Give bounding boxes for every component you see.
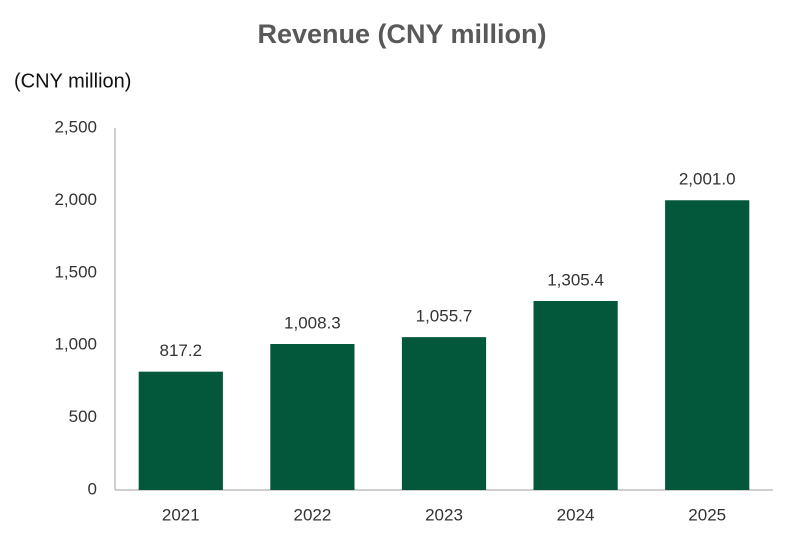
y-tick-label: 1,500 (54, 262, 97, 281)
y-tick-label: 1,000 (54, 335, 97, 354)
x-tick-label: 2021 (162, 505, 200, 524)
y-tick-label: 500 (69, 407, 97, 426)
x-tick-label: 2025 (688, 505, 726, 524)
bar (665, 200, 750, 491)
bar (138, 371, 223, 490)
chart-title: Revenue (CNY million) (257, 19, 546, 49)
data-label: 1,008.3 (284, 313, 341, 332)
x-tick-label: 2024 (557, 505, 595, 524)
data-label: 817.2 (160, 341, 203, 360)
bar (401, 337, 487, 490)
bar (533, 300, 618, 490)
data-label: 1,305.4 (547, 270, 604, 289)
y-tick-label: 2,000 (54, 190, 97, 209)
y-tick-label: 0 (88, 479, 97, 498)
data-label: 2,001.0 (679, 170, 736, 189)
data-label: 1,055.7 (416, 307, 473, 326)
x-tick-label: 2022 (293, 505, 331, 524)
y-axis-label: (CNY million) (14, 70, 131, 92)
y-tick-label: 2,500 (54, 117, 97, 136)
x-tick-label: 2023 (425, 505, 463, 524)
bar (270, 343, 355, 490)
